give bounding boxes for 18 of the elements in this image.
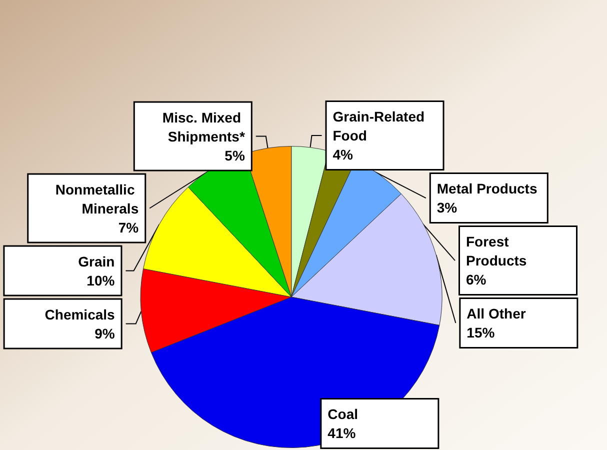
data-label: 6%	[466, 272, 487, 288]
slice-label: Coal	[328, 406, 358, 422]
data-label: 41%	[328, 425, 356, 441]
slice-label: Metal Products	[436, 180, 538, 197]
data-label: 3%	[436, 200, 458, 216]
slice-label: Forest Products	[466, 234, 527, 269]
slice-label: Chemicals	[44, 306, 116, 322]
slice-label: Misc. Mixed Shipments*	[162, 109, 246, 144]
data-label: 5%	[224, 147, 246, 164]
slice-label: Grain	[78, 253, 115, 270]
data-label: 15%	[466, 324, 496, 341]
slice-label: Nonmetallic Minerals	[55, 181, 139, 216]
data-label: 10%	[86, 272, 116, 288]
slice-label: All Other	[466, 306, 526, 322]
data-label: 9%	[94, 325, 116, 342]
slice-label: Grain-Related Food	[332, 108, 428, 144]
data-label: 4%	[332, 146, 354, 163]
data-label: 7%	[118, 219, 140, 236]
